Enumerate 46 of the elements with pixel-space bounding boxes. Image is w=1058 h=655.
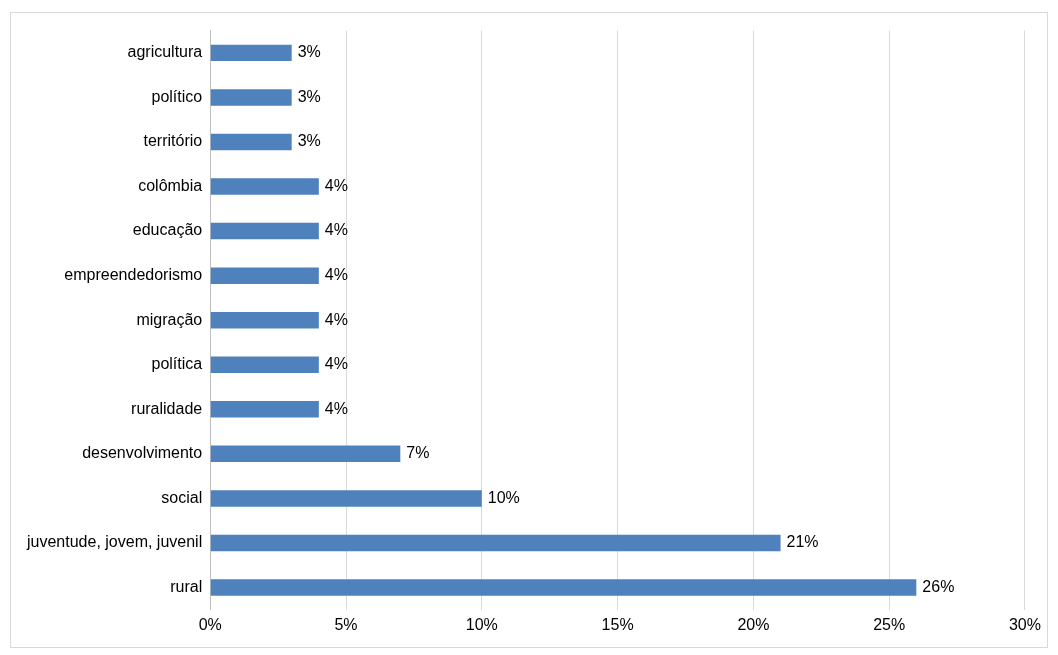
y-tick-label: colômbia xyxy=(138,176,203,194)
y-tick-label: política xyxy=(151,355,203,373)
bar xyxy=(210,534,781,552)
data-label: 3% xyxy=(297,87,321,105)
x-tick-label: 0% xyxy=(198,615,222,633)
data-label: 3% xyxy=(297,43,321,61)
y-tick-label: migração xyxy=(136,310,203,328)
data-label: 4% xyxy=(324,310,348,328)
y-tick-label: território xyxy=(143,132,203,150)
bar xyxy=(210,178,319,195)
data-label: 4% xyxy=(324,355,348,373)
bar xyxy=(210,222,319,240)
data-label: 4% xyxy=(324,266,348,284)
bar xyxy=(210,89,292,106)
bar xyxy=(210,44,292,62)
bar xyxy=(210,490,482,507)
bar xyxy=(210,445,401,463)
x-tick-label: 20% xyxy=(737,615,770,633)
bar xyxy=(210,311,319,329)
y-tick-label: político xyxy=(151,87,203,105)
x-tick-label: 5% xyxy=(334,615,358,633)
data-label: 4% xyxy=(324,221,348,239)
y-tick-label: rural xyxy=(170,577,203,595)
y-tick-label: social xyxy=(161,488,203,506)
bar xyxy=(210,579,917,596)
x-tick-label: 10% xyxy=(465,615,498,633)
x-tick-label: 25% xyxy=(873,615,906,633)
bar xyxy=(210,133,292,151)
bar xyxy=(210,356,319,373)
y-tick-label: ruralidade xyxy=(131,399,203,417)
y-tick-label: juventude, jovem, juvenil xyxy=(25,533,203,551)
y-tick-label: desenvolvimento xyxy=(82,444,203,462)
x-tick-label: 15% xyxy=(601,615,634,633)
data-label: 7% xyxy=(406,444,430,462)
bar xyxy=(210,401,319,418)
data-label: 21% xyxy=(786,533,819,551)
x-tick-label: 30% xyxy=(1008,615,1041,633)
data-label: 3% xyxy=(297,132,321,150)
data-label: 26% xyxy=(922,577,955,595)
data-label: 4% xyxy=(324,399,348,417)
y-tick-label: empreendedorismo xyxy=(64,266,203,284)
y-tick-label: agricultura xyxy=(127,43,203,61)
data-label: 10% xyxy=(487,488,520,506)
bar xyxy=(210,267,319,284)
y-tick-label: educação xyxy=(132,221,203,239)
data-label: 4% xyxy=(324,176,348,194)
